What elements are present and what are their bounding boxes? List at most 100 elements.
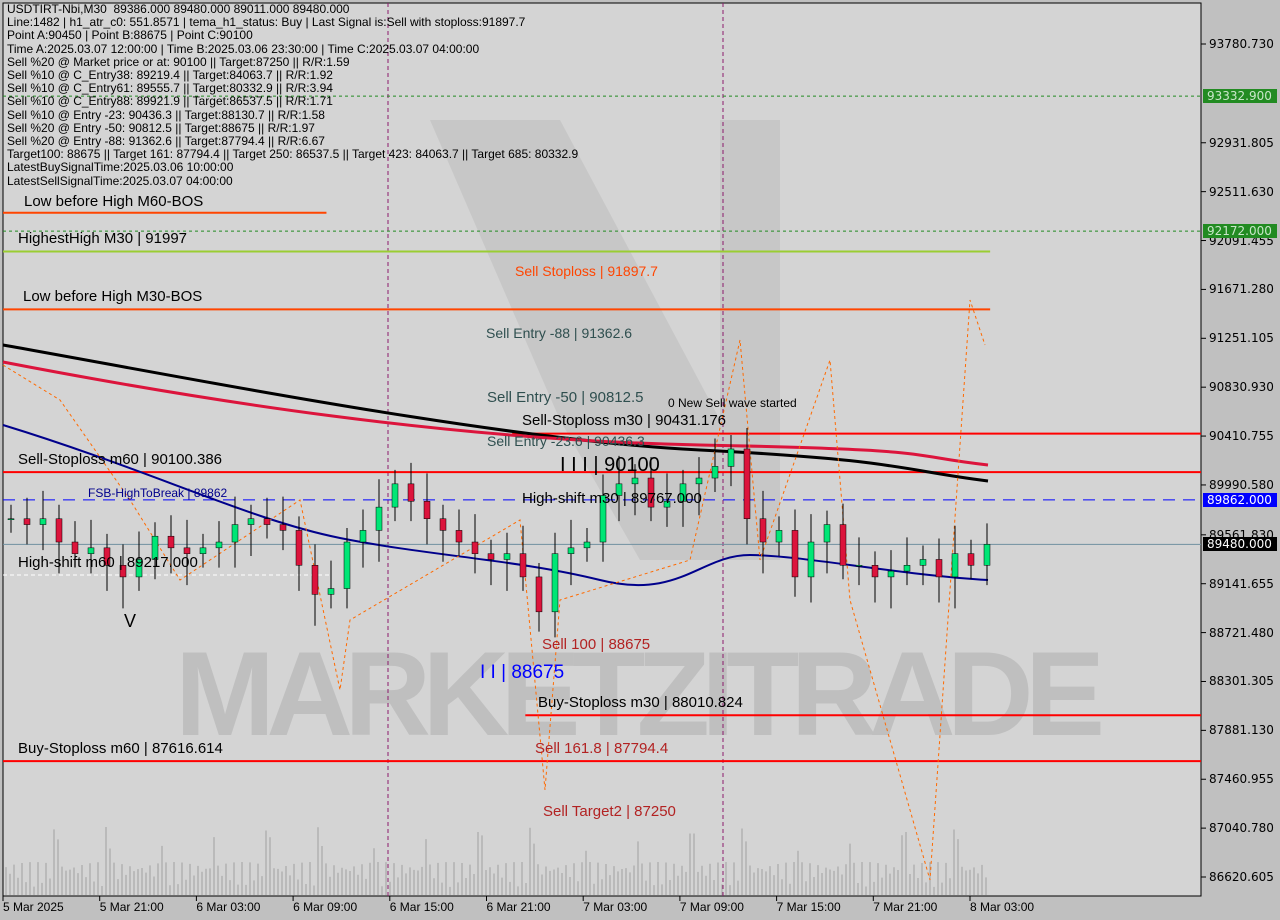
y-tick-label: 92931.805 [1209,135,1274,150]
x-tick-label: 7 Mar 03:00 [583,900,648,914]
candle-body [231,524,239,543]
info-line: Sell %20 @ Entry -88: 91362.6 || Target:… [7,134,325,149]
candle-body [663,501,671,508]
candle-body [903,565,911,572]
candle-body [487,553,495,560]
info-line: Line:1482 | h1_atr_c0: 551.8571 | tema_h… [7,15,526,30]
candle-body [151,535,159,560]
label-high-shift-m30: High-shift m30 | 89767.000 [522,490,702,507]
x-tick-label: 6 Mar 09:00 [293,900,358,914]
x-tick-label: 6 Mar 21:00 [486,900,551,914]
x-tick-label: 5 Mar 21:00 [99,900,164,914]
candle-body [407,483,415,502]
candle-body [871,565,879,578]
y-tick-label: 87460.955 [1209,772,1274,787]
x-tick-label: 6 Mar 03:00 [196,900,261,914]
label-point-b: I I | 88675 [480,662,565,683]
candle-body [775,530,783,543]
candle-body [135,559,143,578]
candle-body [263,518,271,525]
watermark: MARKETZITRADE [175,120,1105,761]
candle-body [583,541,591,549]
label-buy-stoploss-m60: Buy-Stoploss m60 | 87616.614 [18,740,223,757]
info-line: USDTIRT-Nbi,M30 89386.000 89480.000 8901… [7,2,350,16]
candle-body [647,477,655,508]
candle-body [7,518,15,521]
price-tag: 93332.900 [1203,89,1277,104]
label-sell-stoploss-m30: Sell-Stoploss m30 | 90431.176 [522,412,727,429]
candle-body [759,518,767,543]
candle-body [295,530,303,566]
label-sell-161: Sell 161.8 | 87794.4 [535,740,669,757]
ma-black-line [2,343,989,483]
info-line: Sell %10 @ C_Entry38: 89219.4 || Target:… [7,68,333,83]
candle-body [727,448,735,467]
candle-body [743,448,751,520]
candle-body [631,477,639,485]
candle-body [55,518,63,543]
price-tag: 92172.000 [1203,224,1277,239]
price-tag: 89862.000 [1203,492,1277,507]
label-sell-entry-88: Sell Entry -88 | 91362.6 [486,325,633,341]
label-sell-entry-23: Sell Entry -23.6 | 90436.3 [487,433,645,449]
candle-body [183,547,191,554]
label-high-shift-m60: High-shift m60 | 89217.000 [18,554,198,571]
y-tick-label: 89990.580 [1209,477,1274,492]
y-tick-label: 87040.780 [1209,821,1274,836]
candle-body [39,518,47,525]
y-tick-label: 88721.480 [1209,625,1274,640]
y-tick-label: 86620.605 [1209,870,1274,884]
info-line: Sell %10 @ C_Entry88: 89921.9 || Target:… [7,94,333,109]
candle-body [695,477,703,485]
candle-body [311,565,319,595]
label-sell-entry-50: Sell Entry -50 | 90812.5 [487,389,644,406]
y-tick-label: 88301.305 [1209,674,1274,689]
candle-body [615,483,623,496]
y-tick-label: 92511.630 [1209,184,1274,199]
candle-body [599,495,607,543]
candle-body [839,524,847,566]
x-tick-label: 7 Mar 09:00 [679,900,744,914]
candle-body [279,524,287,531]
candle-body [103,547,111,566]
svg-text:MARKETZITRADE: MARKETZITRADE [175,627,1105,761]
label-sell-stoploss-m60: Sell-Stoploss m60 | 90100.386 [18,451,223,468]
label-point-c: I I I | 90100 [560,454,660,476]
info-line: Sell %10 @ Entry -23: 90436.3 || Target:… [7,107,325,122]
candle-body [807,541,815,578]
label-sell-stoploss: Sell Stoploss | 91897.7 [515,263,658,279]
label-low-before-high-m30: Low before High M30-BOS [23,288,203,305]
candle-body [391,483,399,508]
plot-area [2,2,1202,897]
candle-body [551,553,559,613]
candle-body [423,501,431,520]
ma-red-line [2,360,989,467]
candle-body [519,553,527,578]
label-low-before-high-m60: Low before High M60-BOS [24,193,204,210]
info-line: LatestSellSignalTime:2025.03.07 04:00:00 [7,173,233,188]
candle-body [327,588,335,595]
y-tick-label: 91251.105 [1209,331,1274,346]
info-line: Sell %10 @ C_Entry61: 89555.7 || Target:… [7,81,333,96]
y-tick-label: 93780.730 [1209,37,1274,51]
candle-body [567,547,575,554]
candle-body [887,570,895,578]
label-fsb-high-to-break: FSB-HighToBreak | 89862 [88,486,228,500]
info-panel: USDTIRT-Nbi,M30 89386.000 89480.000 8901… [7,2,578,188]
info-line: Time A:2025.03.07 12:00:00 | Time B:2025… [7,41,480,56]
price-tag: 89480.000 [1203,537,1277,552]
x-tick-label: 8 Mar 03:00 [970,900,1035,914]
candle-body [503,553,511,560]
label-sell-target2: Sell Target2 | 87250 [543,803,676,820]
label-highest-high: HighestHigh M30 | 91997 [18,230,187,247]
candle-body [71,541,79,554]
info-line: Point A:90450 | Point B:88675 | Point C:… [7,28,253,43]
x-tick-label: 6 Mar 15:00 [389,900,454,914]
label-new-sell-wave: 0 New Sell wave started [668,396,797,410]
y-tick-label: 90410.755 [1209,429,1274,444]
candle-body [855,565,863,567]
y-tick-label: 90830.930 [1209,380,1274,395]
candle-body [343,541,351,589]
x-tick-label: 5 Mar 2025 [3,900,64,914]
